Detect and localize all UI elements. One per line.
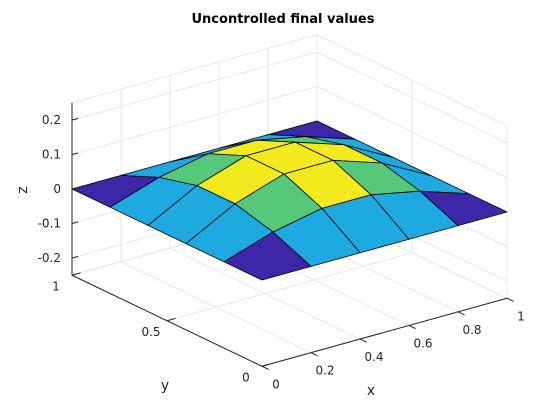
y-tick-label: 1 xyxy=(52,279,60,293)
x-axis-line xyxy=(261,297,508,367)
x-tick-label: 0.4 xyxy=(364,350,383,364)
z-tick xyxy=(71,256,79,259)
z-tick xyxy=(71,221,79,224)
y-tick xyxy=(71,272,81,276)
z-tick-label: -0.2 xyxy=(38,251,61,265)
y-tick xyxy=(261,363,271,367)
x-tick xyxy=(261,365,269,370)
z-axis-label: z xyxy=(15,186,31,193)
surface-layer xyxy=(71,120,508,281)
tick-layer: 0 0.2 0.4 0.6 0.8 1 0 0.5 1 -0.2 -0.1 0 0.1 0.2 xyxy=(38,113,525,391)
z-tick-label: 0 xyxy=(53,182,61,196)
x-tick xyxy=(310,352,318,357)
y-axis-label: y xyxy=(161,378,169,394)
z-tick-label: 0.2 xyxy=(42,113,61,127)
y-tick-label: 0.5 xyxy=(141,325,160,339)
surface-patch xyxy=(223,231,312,281)
grid-line xyxy=(71,86,318,155)
z-tick xyxy=(71,118,79,121)
x-tick xyxy=(457,311,465,316)
grid-line xyxy=(316,86,508,178)
x-tick-label: 0.8 xyxy=(462,323,481,337)
x-tick-label: 0 xyxy=(272,377,280,391)
box-edge xyxy=(316,34,508,127)
chart-title: Uncontrolled final values xyxy=(192,12,375,27)
z-tick-label: 0.1 xyxy=(42,148,61,162)
x-tick xyxy=(359,338,367,343)
z-tick xyxy=(71,152,79,155)
x-tick-label: 1 xyxy=(517,309,525,323)
box-edge xyxy=(71,34,318,104)
x-tick-label: 0.6 xyxy=(413,336,432,350)
grid-line xyxy=(316,51,508,144)
z-tick-label: -0.1 xyxy=(38,217,61,231)
y-tick xyxy=(166,317,176,322)
x-tick xyxy=(506,297,514,302)
x-tick-label: 0.2 xyxy=(315,364,334,378)
x-tick xyxy=(408,324,416,330)
x-axis-label: x xyxy=(367,383,375,399)
y-tick-label: 0 xyxy=(242,370,250,384)
z-tick xyxy=(71,187,79,190)
grid-line xyxy=(71,51,318,121)
grid-line xyxy=(166,252,413,322)
